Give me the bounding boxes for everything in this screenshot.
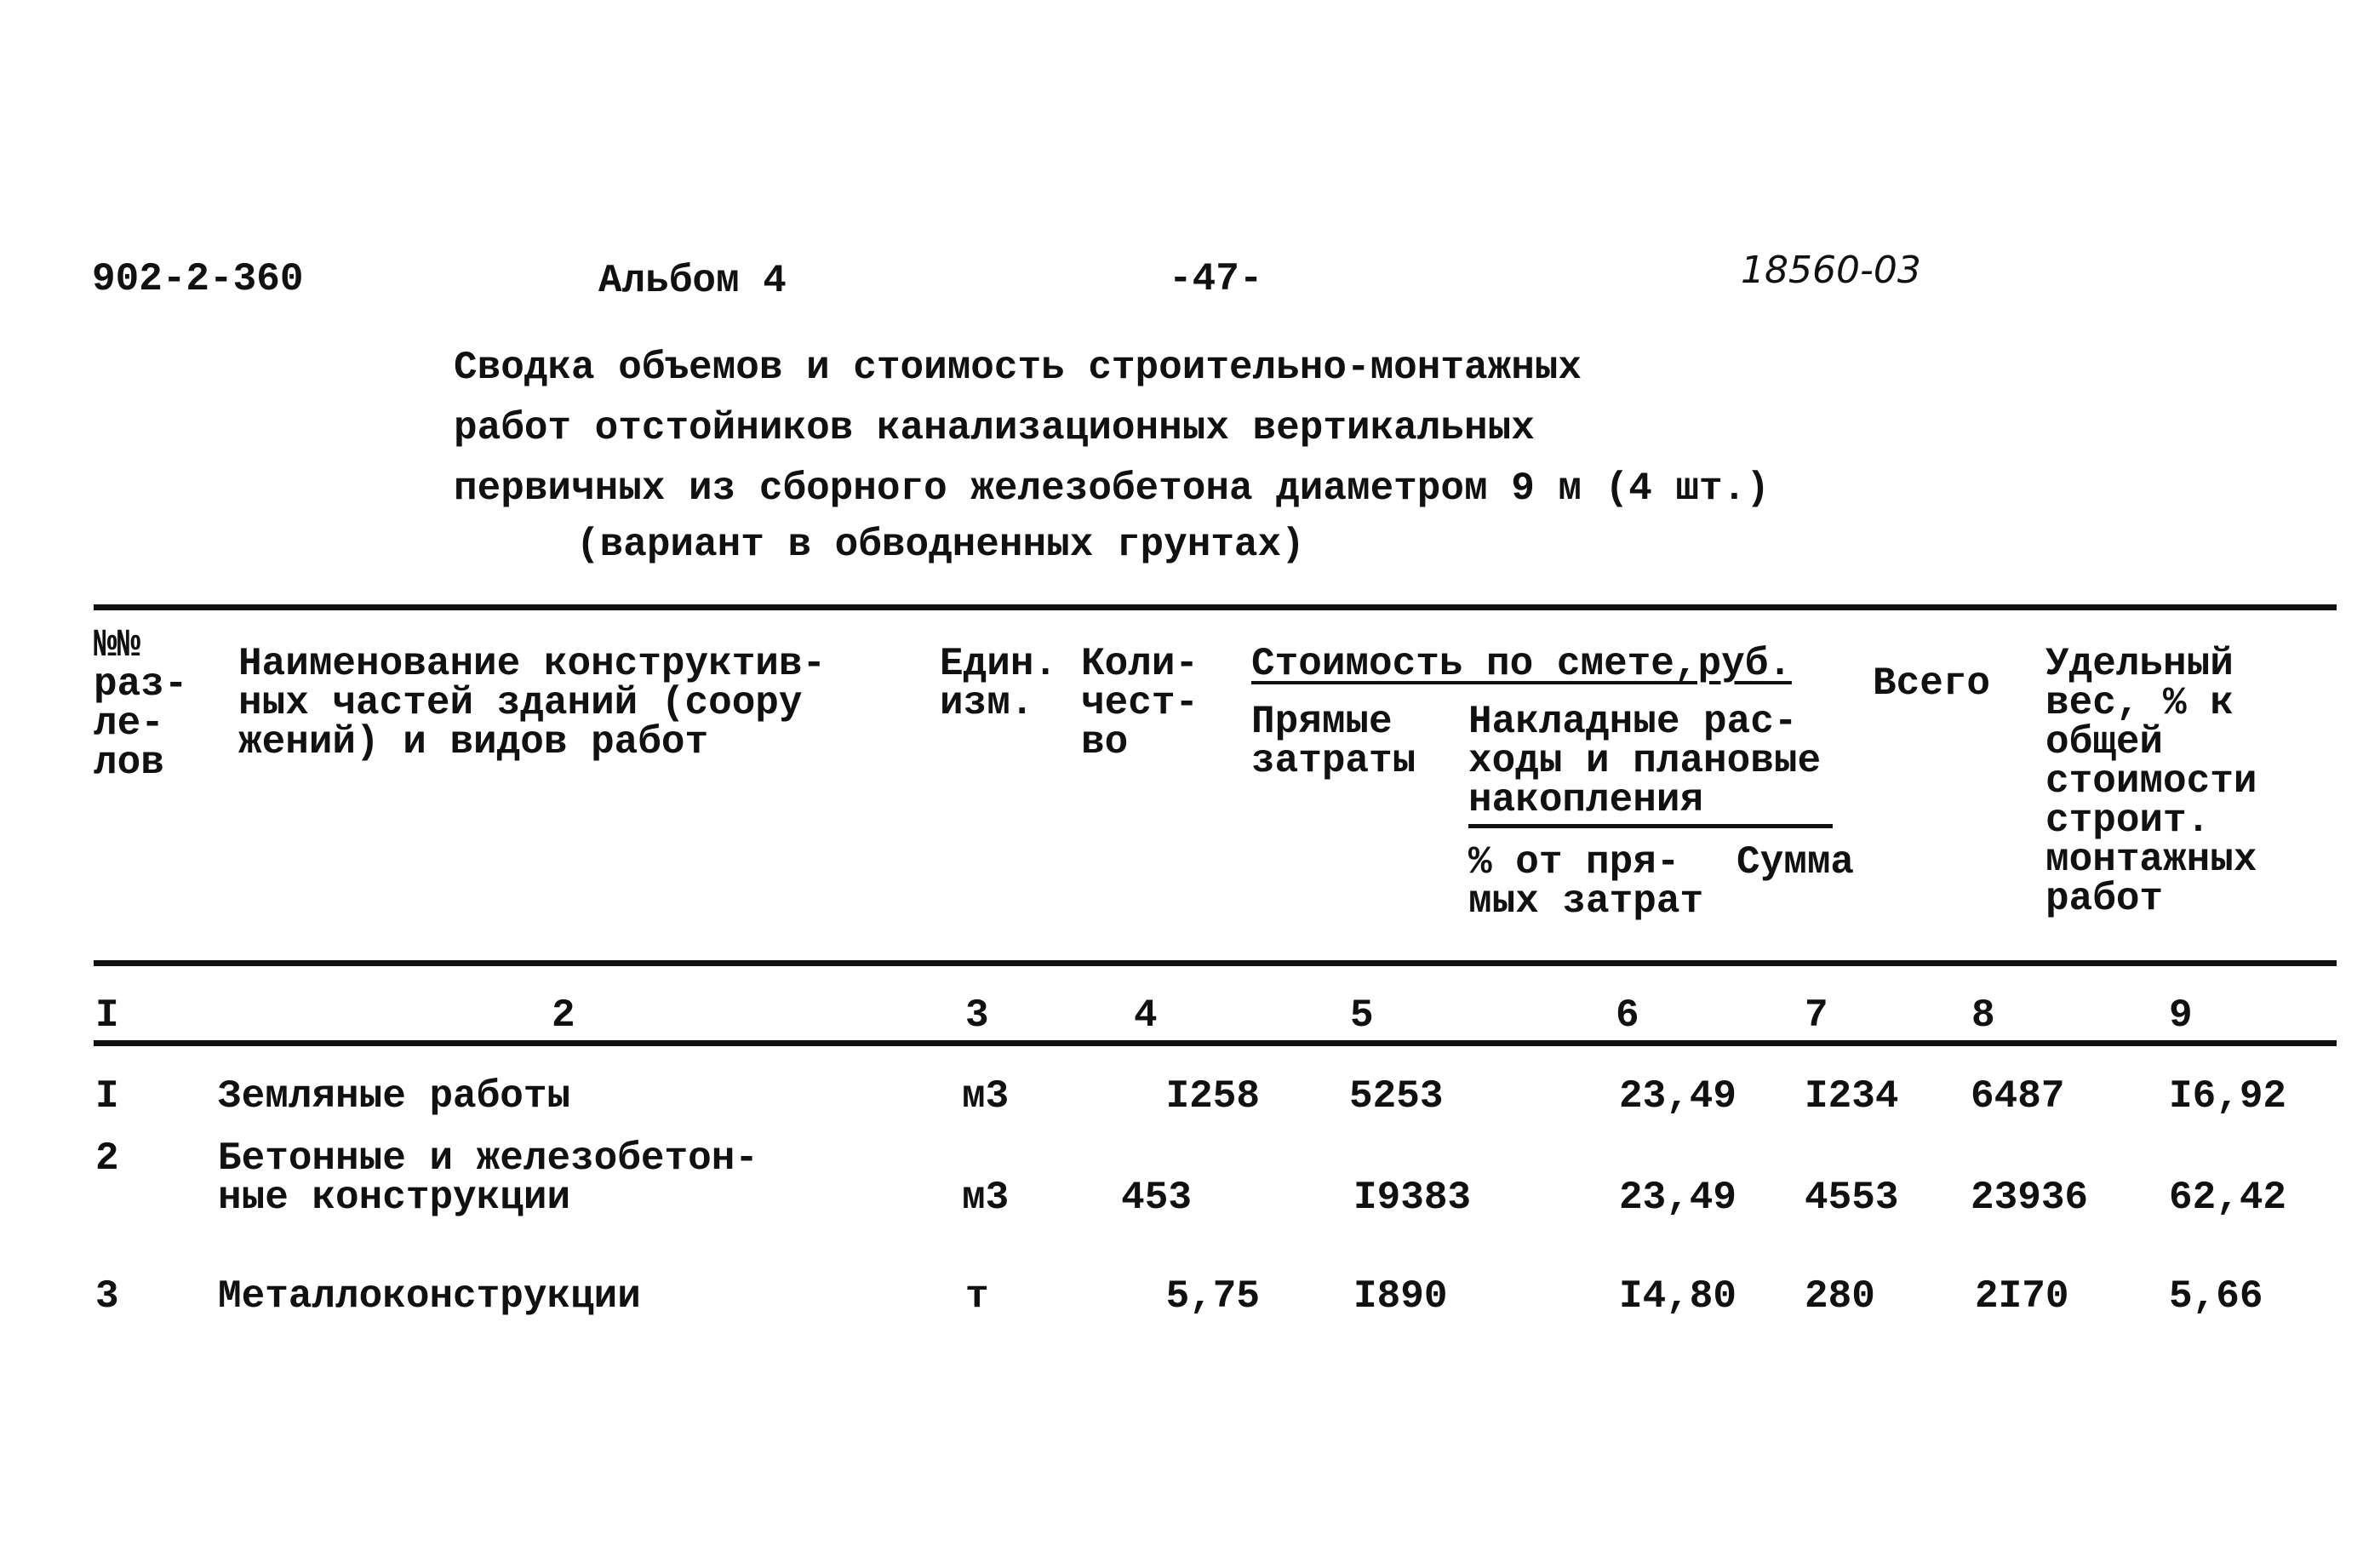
row-overhead-sum: 4553 <box>1805 1176 1899 1220</box>
header-overhead-group: Накладные рас- ходы и плановые накоплени… <box>1468 700 1822 822</box>
column-number-1: I <box>95 993 119 1038</box>
row-overhead-sum: 280 <box>1805 1274 1875 1319</box>
header-name: Наименование конструктив- ных частей зда… <box>238 642 827 764</box>
title-line-1: Сводка объемов и стоимость строительно-м… <box>454 346 1582 390</box>
row-total: 2I70 <box>1975 1274 2069 1319</box>
header-direct-costs: Прямые затраты <box>1251 700 1416 783</box>
row-overhead-percent: 23,49 <box>1618 1074 1736 1119</box>
row-overhead-percent: I4,80 <box>1618 1274 1736 1319</box>
row-number: 3 <box>95 1274 119 1319</box>
row-overhead-percent: 23,49 <box>1618 1176 1736 1220</box>
header-cost-group: Стоимость по смете,руб. <box>1251 642 1792 686</box>
header-percent-direct: % от пря- мых затрат <box>1468 840 1704 924</box>
row-quantity: 453 <box>1121 1176 1192 1220</box>
row-unit: т <box>965 1274 989 1319</box>
row-direct-costs: 5253 <box>1349 1074 1444 1119</box>
column-number-3: 3 <box>965 993 989 1038</box>
page-number: -47- <box>1169 257 1263 301</box>
row-unit: м3 <box>962 1176 1010 1220</box>
title-line-2: работ отстойников канализационных вертик… <box>454 406 1535 450</box>
doc-code: 902-2-360 <box>92 257 304 301</box>
row-name: Металлоконструкции <box>218 1274 641 1319</box>
row-share: I6,92 <box>2169 1074 2287 1119</box>
inventory-number: 18560-03 <box>1741 249 1921 292</box>
column-number-8: 8 <box>1971 993 1995 1038</box>
row-share: 5,66 <box>2169 1274 2263 1319</box>
header-unit: Един. изм. <box>940 642 1058 725</box>
row-unit: м3 <box>962 1074 1010 1119</box>
column-number-7: 7 <box>1805 993 1828 1038</box>
row-number: I <box>95 1074 119 1119</box>
row-name: Земляные работы <box>218 1074 571 1119</box>
row-direct-costs: I9383 <box>1353 1176 1472 1220</box>
title-line-3: первичных из сборного железобетона диаме… <box>454 466 1770 511</box>
column-numbers-rule <box>94 1040 2337 1046</box>
row-overhead-sum: I234 <box>1805 1074 1899 1119</box>
overhead-underline <box>1468 824 1833 828</box>
row-name: Бетонные и железобетон- ные конструкции <box>218 1136 758 1220</box>
row-total: 6487 <box>1971 1074 2065 1119</box>
column-number-2: 2 <box>552 993 575 1038</box>
row-number: 2 <box>95 1136 119 1181</box>
column-number-6: 6 <box>1616 993 1639 1038</box>
table-top-rule <box>94 604 2337 610</box>
row-quantity: 5,75 <box>1165 1274 1260 1319</box>
header-bottom-rule <box>94 960 2337 966</box>
column-number-9: 9 <box>2169 993 2193 1038</box>
header-share: Удельный вес, % к общей стоимости строит… <box>2045 642 2257 921</box>
header-sum: Сумма <box>1736 840 1855 884</box>
header-quantity: Коли- чест- во <box>1081 642 1199 764</box>
title-line-4: (вариант в обводненных грунтах) <box>576 523 1305 567</box>
row-direct-costs: I890 <box>1353 1274 1448 1319</box>
album-label: Альбом 4 <box>598 259 787 303</box>
row-share: 62,42 <box>2169 1176 2287 1220</box>
column-number-5: 5 <box>1350 993 1374 1038</box>
row-total: 23936 <box>1971 1176 2089 1220</box>
row-quantity: I258 <box>1165 1074 1260 1119</box>
column-number-4: 4 <box>1134 993 1158 1038</box>
header-section-number: №№ раз- ле- лов <box>94 623 188 785</box>
header-total: Всего <box>1873 661 1991 706</box>
